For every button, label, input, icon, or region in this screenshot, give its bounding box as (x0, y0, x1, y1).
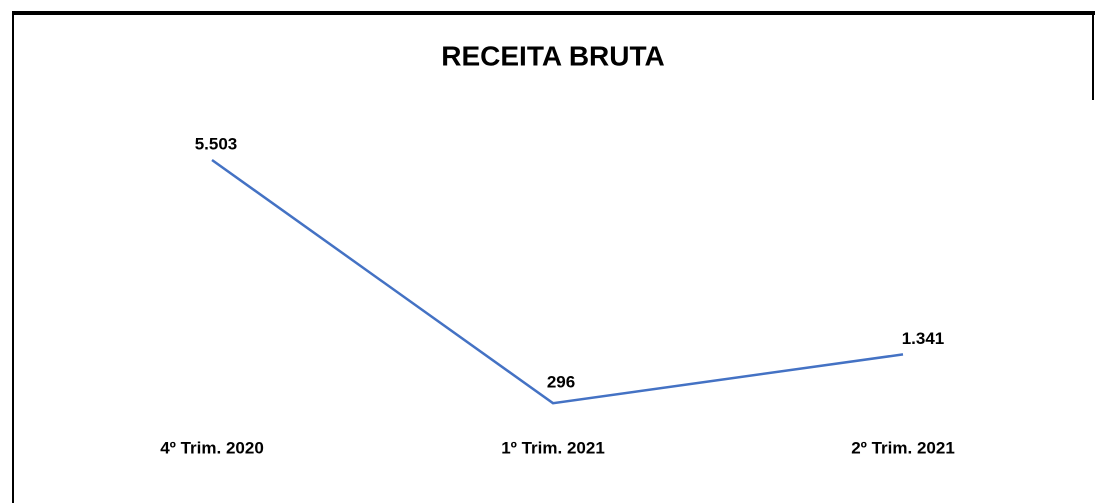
data-label: 296 (547, 373, 575, 392)
x-tick-label: 2º Trim. 2021 (851, 438, 955, 457)
chart-title: RECEITA BRUTA (441, 40, 664, 71)
data-label: 5.503 (195, 134, 238, 153)
data-label: 1.341 (902, 329, 945, 348)
x-tick-label: 1º Trim. 2021 (501, 438, 605, 457)
x-tick-label: 4º Trim. 2020 (160, 438, 264, 457)
line (211, 158, 904, 405)
